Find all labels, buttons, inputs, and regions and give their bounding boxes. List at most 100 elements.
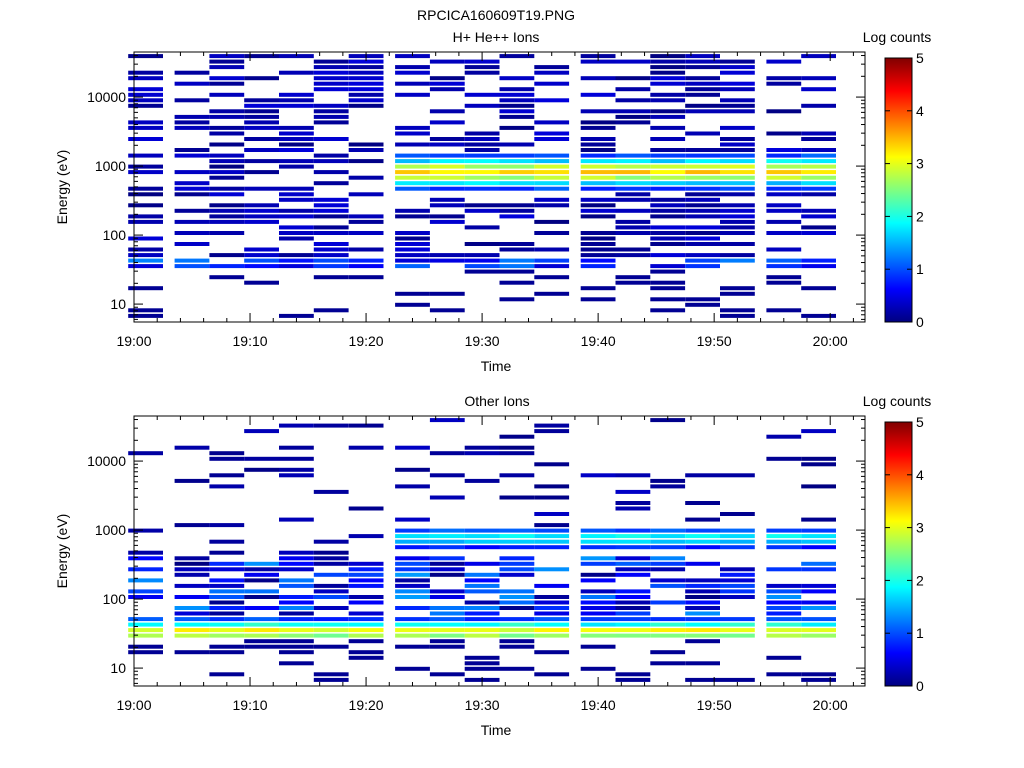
heatmap-cell — [348, 561, 384, 566]
heatmap-cell — [580, 297, 616, 302]
heatmap-cell — [244, 170, 279, 175]
heatmap-cell — [395, 467, 430, 472]
heatmap-cell — [209, 186, 245, 191]
heatmap-cell — [534, 523, 570, 528]
heatmap-cell — [313, 258, 349, 263]
heatmap-cell — [429, 308, 465, 313]
heatmap-cell — [720, 170, 755, 175]
heatmap-cell — [174, 231, 210, 235]
heatmap-cell — [348, 59, 384, 64]
heatmap-cell — [174, 633, 210, 638]
heatmap-cell — [615, 208, 651, 213]
heatmap-cell — [534, 186, 570, 191]
heatmap-cell — [720, 109, 755, 114]
heatmap-cell — [499, 103, 535, 108]
heatmap-cell — [801, 672, 836, 677]
heatmap-cell — [499, 572, 535, 577]
heatmap-cell — [395, 561, 430, 566]
heatmap-cell — [801, 539, 836, 544]
heatmap-cell — [209, 253, 245, 258]
heatmap-cell — [650, 286, 686, 291]
heatmap-cell — [720, 622, 755, 627]
heatmap-cell — [801, 462, 836, 467]
heatmap-cell — [801, 264, 836, 269]
heatmap-cell — [580, 473, 616, 478]
heatmap-cell — [720, 534, 755, 539]
heatmap-cell — [766, 208, 802, 213]
heatmap-cell — [209, 567, 245, 572]
heatmap-cell — [429, 258, 465, 263]
heatmap-cell — [279, 650, 314, 655]
heatmap-cell — [174, 264, 210, 269]
x-tick-label: 19:40 — [581, 333, 616, 349]
heatmap-cell — [499, 445, 535, 450]
y-tick-label: 1000 — [95, 158, 126, 174]
heatmap-cell — [128, 308, 163, 313]
heatmap-cell — [313, 59, 349, 64]
heatmap-cell — [429, 175, 465, 180]
heatmap-cell — [580, 666, 616, 671]
heatmap-cell — [279, 445, 314, 450]
heatmap-cell — [580, 286, 616, 291]
heatmap-cell — [685, 236, 720, 241]
heatmap-cell — [766, 264, 802, 269]
heatmap-cell — [801, 545, 836, 550]
heatmap-cell — [313, 583, 349, 588]
heatmap-cell — [128, 214, 163, 219]
heatmap-cell — [348, 578, 384, 583]
heatmap-cell — [766, 567, 802, 572]
heatmap-cell — [685, 297, 720, 302]
heatmap-cell — [650, 583, 686, 588]
heatmap-cell — [720, 528, 755, 533]
heatmap-cell — [464, 59, 500, 64]
heatmap-cell — [395, 70, 430, 75]
heatmap-cell — [685, 258, 720, 263]
heatmap-cell — [615, 98, 651, 103]
colorbar: 0 1 2 3 4 5 Log counts — [863, 393, 932, 694]
heatmap-cell — [464, 164, 500, 169]
heatmap-cell — [464, 225, 500, 230]
heatmap-cell — [766, 611, 802, 616]
heatmap-cell — [801, 175, 836, 180]
heatmap-cell — [580, 611, 616, 616]
heatmap-cell — [128, 120, 163, 125]
heatmap-cell — [128, 286, 163, 291]
heatmap-cell — [685, 633, 720, 638]
heatmap-cell — [766, 589, 802, 594]
heatmap-cell — [499, 644, 535, 649]
heatmap-cell — [499, 54, 535, 59]
heatmap-cell — [395, 484, 430, 489]
colorbar-tick-label: 5 — [916, 50, 924, 66]
heatmap-cell — [313, 589, 349, 594]
heatmap-cell — [209, 153, 245, 158]
heatmap-cell — [209, 473, 245, 478]
heatmap-cell — [580, 92, 616, 97]
heatmap-cell — [615, 628, 651, 633]
heatmap-cell — [720, 583, 755, 588]
heatmap-cell — [650, 528, 686, 533]
heatmap-cell — [801, 561, 836, 566]
heatmap-cell — [534, 606, 570, 610]
heatmap-cell — [720, 70, 755, 75]
heatmap-cell — [429, 528, 465, 533]
heatmap-cell — [580, 186, 616, 191]
heatmap-cell — [766, 109, 802, 114]
heatmap-cell — [429, 611, 465, 616]
heatmap-cell — [429, 76, 465, 81]
heatmap-cell — [801, 429, 836, 434]
x-axis: 19:00 19:10 19:20 19:30 19:40 19:50 20:00 — [116, 52, 854, 349]
heatmap-cell — [615, 120, 651, 125]
heatmap-cell — [615, 153, 651, 158]
heatmap-cell — [650, 197, 686, 202]
colorbar-ticks: 0 1 2 3 4 5 — [885, 414, 924, 694]
heatmap-cell — [348, 595, 384, 599]
heatmap-cell — [429, 567, 465, 572]
heatmap-cell — [244, 633, 279, 638]
heatmap-cell — [395, 589, 430, 594]
heatmap-cell — [580, 181, 616, 186]
heatmap-cell — [499, 666, 535, 671]
heatmap-cell — [348, 148, 384, 152]
heatmap-cell — [534, 512, 570, 516]
heatmap-cell — [650, 578, 686, 583]
heatmap-cell — [313, 622, 349, 627]
